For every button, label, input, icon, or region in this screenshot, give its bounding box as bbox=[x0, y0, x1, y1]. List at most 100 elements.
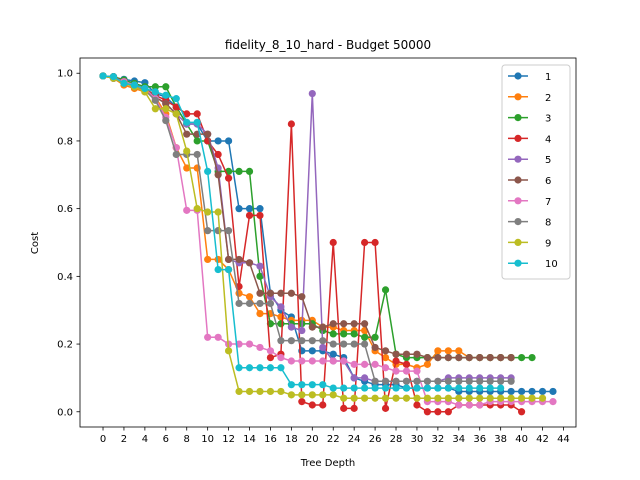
y-tick-label-5: 1.0 bbox=[57, 69, 73, 80]
legend-item-7: 7 bbox=[508, 197, 551, 208]
series-7-point-30 bbox=[413, 367, 421, 375]
series-4-point-19 bbox=[298, 398, 306, 406]
series-1-point-42 bbox=[538, 387, 547, 396]
series-4-point-18 bbox=[287, 120, 295, 128]
y-axis-ticks: 0.0 0.2 0.4 0.6 0.8 1.0 bbox=[57, 69, 80, 418]
series-5-point-20 bbox=[308, 89, 316, 98]
x-tick-label-8: 8 bbox=[184, 434, 190, 445]
series-7-point-23 bbox=[340, 357, 348, 365]
x-tick-label-18: 18 bbox=[285, 434, 298, 445]
series-9-point-14 bbox=[245, 387, 254, 396]
axes-frame bbox=[79, 57, 577, 428]
series-10-point-10 bbox=[204, 167, 212, 176]
series-7-point-22 bbox=[329, 357, 337, 365]
series-10-point-2 bbox=[120, 79, 128, 87]
series-6-point-20 bbox=[308, 323, 316, 331]
series-1-point-15 bbox=[256, 205, 264, 213]
series-2-point-34 bbox=[455, 347, 463, 355]
series-9-point-10 bbox=[204, 208, 212, 216]
series-10-point-25 bbox=[361, 384, 369, 392]
legend-item-8: 8 bbox=[508, 218, 551, 229]
series-9-point-35 bbox=[465, 394, 473, 402]
series-7-point-15 bbox=[256, 343, 264, 352]
series-10-point-8 bbox=[183, 118, 191, 126]
series-9-point-36 bbox=[476, 394, 484, 402]
series-10-point-20 bbox=[308, 381, 316, 389]
series-10-point-30 bbox=[413, 384, 421, 392]
series-3-point-41 bbox=[528, 354, 536, 362]
series-4-point-26 bbox=[371, 238, 379, 247]
series-9-point-32 bbox=[434, 394, 442, 402]
series-3-point-5 bbox=[151, 83, 159, 91]
series-6-point-38 bbox=[497, 354, 505, 362]
series-8-point-34 bbox=[455, 377, 463, 385]
series-1-point-43 bbox=[549, 387, 557, 396]
x-tick-label-26: 26 bbox=[369, 434, 382, 445]
series-9-point-34 bbox=[455, 394, 463, 402]
series-7-point-24 bbox=[350, 360, 358, 368]
legend-marker-3 bbox=[514, 114, 522, 122]
series-3-point-9 bbox=[193, 137, 201, 145]
series-8-point-26 bbox=[371, 377, 379, 385]
series-8-point-9 bbox=[193, 150, 201, 159]
series-10-point-32 bbox=[434, 384, 442, 392]
x-tick-label-30: 30 bbox=[411, 434, 424, 445]
series-6-point-16 bbox=[266, 289, 275, 297]
series-9-point-17 bbox=[277, 387, 285, 396]
legend-label-6: 6 bbox=[545, 176, 551, 187]
series-5-point-18 bbox=[287, 323, 295, 331]
series-2-point-11 bbox=[214, 255, 222, 264]
legend-label-8: 8 bbox=[545, 218, 551, 229]
x-axis-ticks: 0 2 4 6 8 10 12 14 16 18 20 22 24 26 28 30 32 34 36 38 40 42 4… bbox=[100, 427, 570, 445]
series-8-point-20 bbox=[308, 337, 316, 345]
series-4-point-32 bbox=[434, 408, 442, 416]
series-7-point-27 bbox=[381, 364, 390, 372]
legend-marker-4 bbox=[514, 134, 522, 142]
series-7-point-26 bbox=[371, 360, 379, 368]
series-5-point-19 bbox=[298, 326, 306, 335]
series-3-point-15 bbox=[256, 272, 264, 280]
series-9-point-42 bbox=[538, 394, 547, 402]
legend-label-2: 2 bbox=[545, 93, 551, 104]
series-10-point-6 bbox=[162, 91, 170, 99]
series-8-point-7 bbox=[172, 150, 180, 159]
series-4-point-12 bbox=[224, 174, 233, 182]
series-1-point-41 bbox=[528, 387, 536, 396]
series-8-point-33 bbox=[444, 377, 452, 385]
series-8-point-6 bbox=[162, 117, 170, 125]
series-2-point-31 bbox=[423, 360, 432, 368]
y-tick-label-3: 0.6 bbox=[57, 204, 73, 215]
series-2-point-33 bbox=[444, 347, 452, 355]
x-tick-label-38: 38 bbox=[494, 434, 507, 445]
series-5-point-21 bbox=[319, 343, 327, 352]
series-9-point-29 bbox=[402, 394, 411, 402]
series-8-point-30 bbox=[413, 377, 421, 385]
series-4-point-11 bbox=[214, 150, 222, 159]
series-10-point-18 bbox=[287, 381, 295, 389]
series-5-point-17 bbox=[277, 303, 285, 311]
x-tick-label-40: 40 bbox=[515, 434, 528, 445]
series-7-point-14 bbox=[245, 340, 254, 348]
series-9-point-26 bbox=[371, 394, 379, 402]
series-10-point-33 bbox=[444, 384, 452, 392]
legend-item-3: 3 bbox=[508, 114, 551, 125]
series-8-point-21 bbox=[319, 337, 327, 345]
series-4-point-16 bbox=[266, 354, 275, 362]
legend-label-5: 5 bbox=[545, 155, 551, 166]
legend-item-2: 2 bbox=[508, 93, 551, 104]
series-10-point-28 bbox=[392, 384, 400, 392]
series-8-point-35 bbox=[465, 377, 473, 385]
series-6-point-19 bbox=[298, 293, 306, 301]
series-9-point-7 bbox=[172, 110, 180, 118]
legend-item-5: 5 bbox=[508, 155, 551, 166]
x-tick-label-34: 34 bbox=[452, 434, 465, 445]
series-4-point-7 bbox=[172, 103, 180, 111]
series-3-point-13 bbox=[235, 167, 243, 176]
series-6-point-18 bbox=[287, 289, 295, 297]
series-8-line bbox=[102, 75, 512, 383]
series-6-point-31 bbox=[423, 354, 432, 362]
series-7-point-43 bbox=[549, 398, 557, 406]
x-tick-label-2: 2 bbox=[121, 434, 127, 445]
series-8-point-15 bbox=[256, 299, 264, 308]
series-3-point-22 bbox=[329, 330, 337, 338]
